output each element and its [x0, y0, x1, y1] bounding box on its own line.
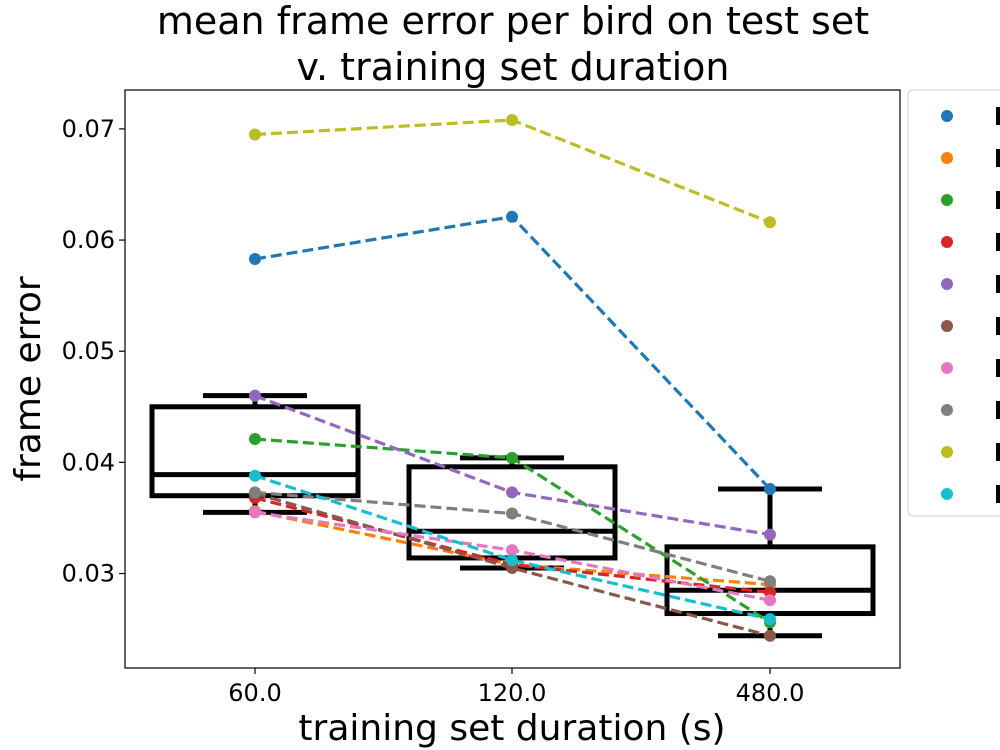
data-point: [249, 252, 261, 265]
data-point: [764, 483, 776, 496]
data-point: [764, 594, 776, 607]
data-point: [506, 451, 518, 464]
legend-label-fragment: [996, 149, 1000, 167]
legend: [907, 89, 1000, 517]
legend-marker-7: [941, 362, 953, 374]
x-tick-label: 60.0: [228, 679, 281, 707]
y-axis-label: frame error: [8, 276, 49, 482]
x-tick-label: 480.0: [736, 679, 805, 707]
legend-label-fragment: [996, 401, 1000, 419]
chart-title-line-2: v. training set duration: [296, 45, 729, 89]
legend-marker-1: [941, 110, 953, 122]
legend-label-fragment: [996, 275, 1000, 293]
data-point: [506, 114, 518, 127]
data-point: [764, 575, 776, 588]
legend-label-fragment: [996, 191, 1000, 209]
legend-label-fragment: [996, 317, 1000, 335]
data-point: [506, 486, 518, 499]
y-tick-label: 0.05: [62, 337, 115, 365]
data-point: [764, 629, 776, 642]
data-point: [249, 128, 261, 141]
data-point: [506, 507, 518, 520]
data-point: [249, 433, 261, 446]
legend-label-fragment: [996, 485, 1000, 503]
series-points: [249, 114, 776, 642]
legend-label-fragment: [996, 359, 1000, 377]
legend-frame: [907, 89, 1000, 517]
y-axis: 0.03 0.04 0.05 0.06 0.07: [62, 115, 125, 588]
series-line-10: [254, 474, 771, 621]
data-point: [506, 554, 518, 567]
plot-area: [124, 89, 901, 669]
data-point: [249, 389, 261, 402]
legend-label-fragment: [996, 233, 1000, 251]
legend-marker-8: [941, 404, 953, 416]
data-point: [506, 544, 518, 557]
legend-marker-4: [941, 236, 953, 248]
legend-marker-3: [941, 194, 953, 206]
data-point: [249, 506, 261, 519]
data-point: [249, 469, 261, 482]
y-tick-label: 0.04: [62, 448, 115, 476]
legend-marker-6: [941, 320, 953, 332]
x-axis: 60.0 120.0 480.0: [228, 668, 804, 707]
x-axis-label: training set duration (s): [298, 708, 725, 749]
data-point: [764, 528, 776, 541]
x-tick-label: 120.0: [478, 679, 547, 707]
chart-title-line-1: mean frame error per bird on test set: [157, 0, 869, 43]
legend-marker-10: [941, 488, 953, 500]
legend-label-fragment: [996, 107, 1000, 125]
data-point: [764, 216, 776, 229]
data-point: [249, 486, 261, 499]
legend-marker-9: [941, 446, 953, 458]
legend-marker-5: [941, 278, 953, 290]
series-line-6: [254, 491, 771, 638]
legend-label-fragment: [996, 443, 1000, 461]
legend-marker-2: [941, 152, 953, 164]
data-point: [764, 613, 776, 626]
y-tick-label: 0.03: [62, 560, 115, 588]
y-tick-label: 0.06: [62, 226, 115, 254]
y-tick-label: 0.07: [62, 115, 115, 143]
data-point: [506, 210, 518, 223]
